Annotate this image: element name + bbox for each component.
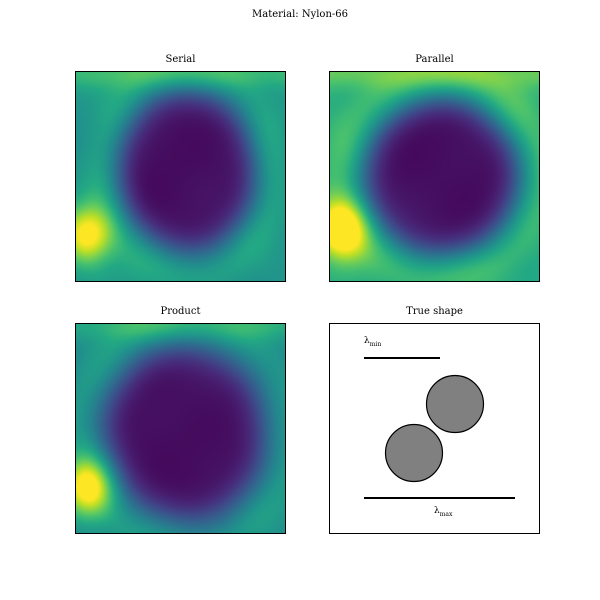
- true-shape-panel: λmin λmax: [329, 323, 540, 534]
- parallel-heatmap: [330, 72, 539, 281]
- serial-heatmap-panel: [75, 71, 286, 282]
- particle-circle-upper: [425, 374, 485, 434]
- lambda-max-subscript: max: [439, 510, 453, 518]
- figure-suptitle: Material: Nylon-66: [252, 9, 348, 20]
- product-heatmap: [76, 324, 285, 533]
- lambda-max-label: λmax: [434, 506, 452, 520]
- lambda-min-label: λmin: [364, 336, 381, 350]
- lambda-min-symbol: λ: [364, 336, 370, 346]
- true-shape-panel-title: True shape: [406, 306, 463, 317]
- true-shape-diagram: [364, 357, 515, 499]
- serial-panel-title: Serial: [165, 54, 196, 65]
- parallel-panel-title: Parallel: [415, 54, 454, 65]
- particle-circle-lower: [384, 423, 444, 483]
- lambda-min-subscript: min: [369, 340, 382, 348]
- serial-heatmap: [76, 72, 285, 281]
- product-heatmap-panel: [75, 323, 286, 534]
- product-panel-title: Product: [160, 306, 201, 317]
- parallel-heatmap-panel: [329, 71, 540, 282]
- lambda-max-symbol: λ: [434, 506, 440, 516]
